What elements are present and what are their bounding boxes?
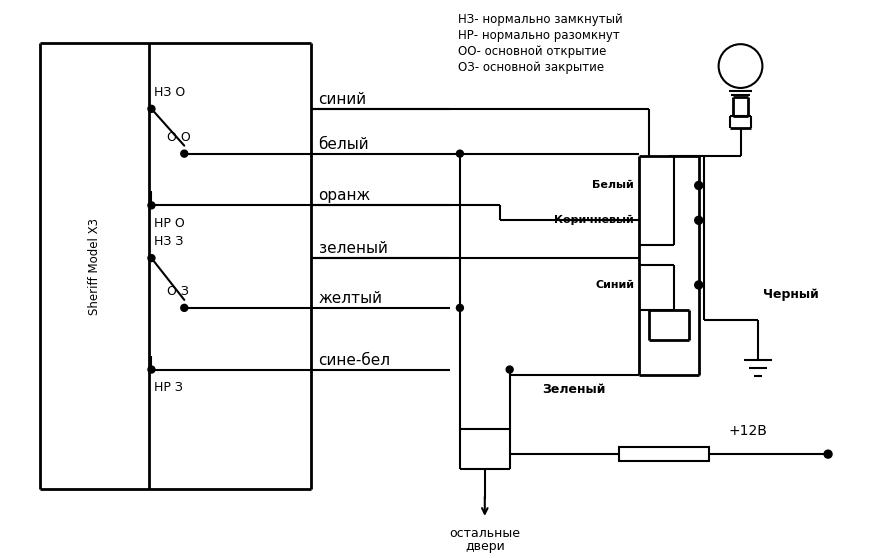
Circle shape (148, 105, 155, 112)
Circle shape (824, 450, 832, 458)
Circle shape (148, 254, 155, 262)
Circle shape (456, 150, 463, 157)
Text: Зеленый: Зеленый (543, 383, 606, 396)
Circle shape (695, 181, 703, 190)
Text: ОЗ- основной закрытие: ОЗ- основной закрытие (458, 61, 604, 74)
Text: остальные: остальные (449, 527, 521, 540)
Circle shape (456, 304, 463, 311)
Circle shape (507, 366, 513, 373)
Circle shape (695, 217, 703, 224)
Text: +12В: +12В (728, 424, 767, 438)
Text: белый: белый (318, 137, 370, 152)
Circle shape (148, 366, 155, 373)
Text: желтый: желтый (318, 291, 383, 306)
Text: НР З: НР З (155, 382, 183, 395)
Circle shape (181, 150, 187, 157)
Text: Коричневый: Коричневый (554, 215, 634, 225)
Text: Черный: Черный (764, 288, 819, 301)
Text: Белый: Белый (592, 180, 634, 190)
Text: Sheriff Model X3: Sheriff Model X3 (88, 218, 102, 315)
Text: НЗ З: НЗ З (155, 235, 184, 248)
Text: двери: двери (465, 540, 505, 553)
Text: НЗ О: НЗ О (155, 86, 186, 99)
Text: синий: синий (318, 92, 367, 107)
Circle shape (181, 304, 187, 311)
Circle shape (148, 202, 155, 209)
Text: зеленый: зеленый (318, 241, 387, 256)
Bar (619, 447, 709, 461)
Circle shape (695, 281, 703, 289)
Text: ОО- основной открытие: ОО- основной открытие (458, 45, 606, 57)
Text: О З: О З (167, 285, 189, 298)
Text: сине-бел: сине-бел (318, 353, 391, 368)
Text: оранж: оранж (318, 189, 371, 203)
Text: Синий: Синий (595, 280, 634, 290)
Text: НР- нормально разомкнут: НР- нормально разомкнут (458, 28, 620, 42)
Text: НР О: НР О (155, 217, 185, 230)
Text: О О: О О (167, 131, 191, 143)
Text: НЗ- нормально замкнутый: НЗ- нормально замкнутый (458, 13, 622, 26)
